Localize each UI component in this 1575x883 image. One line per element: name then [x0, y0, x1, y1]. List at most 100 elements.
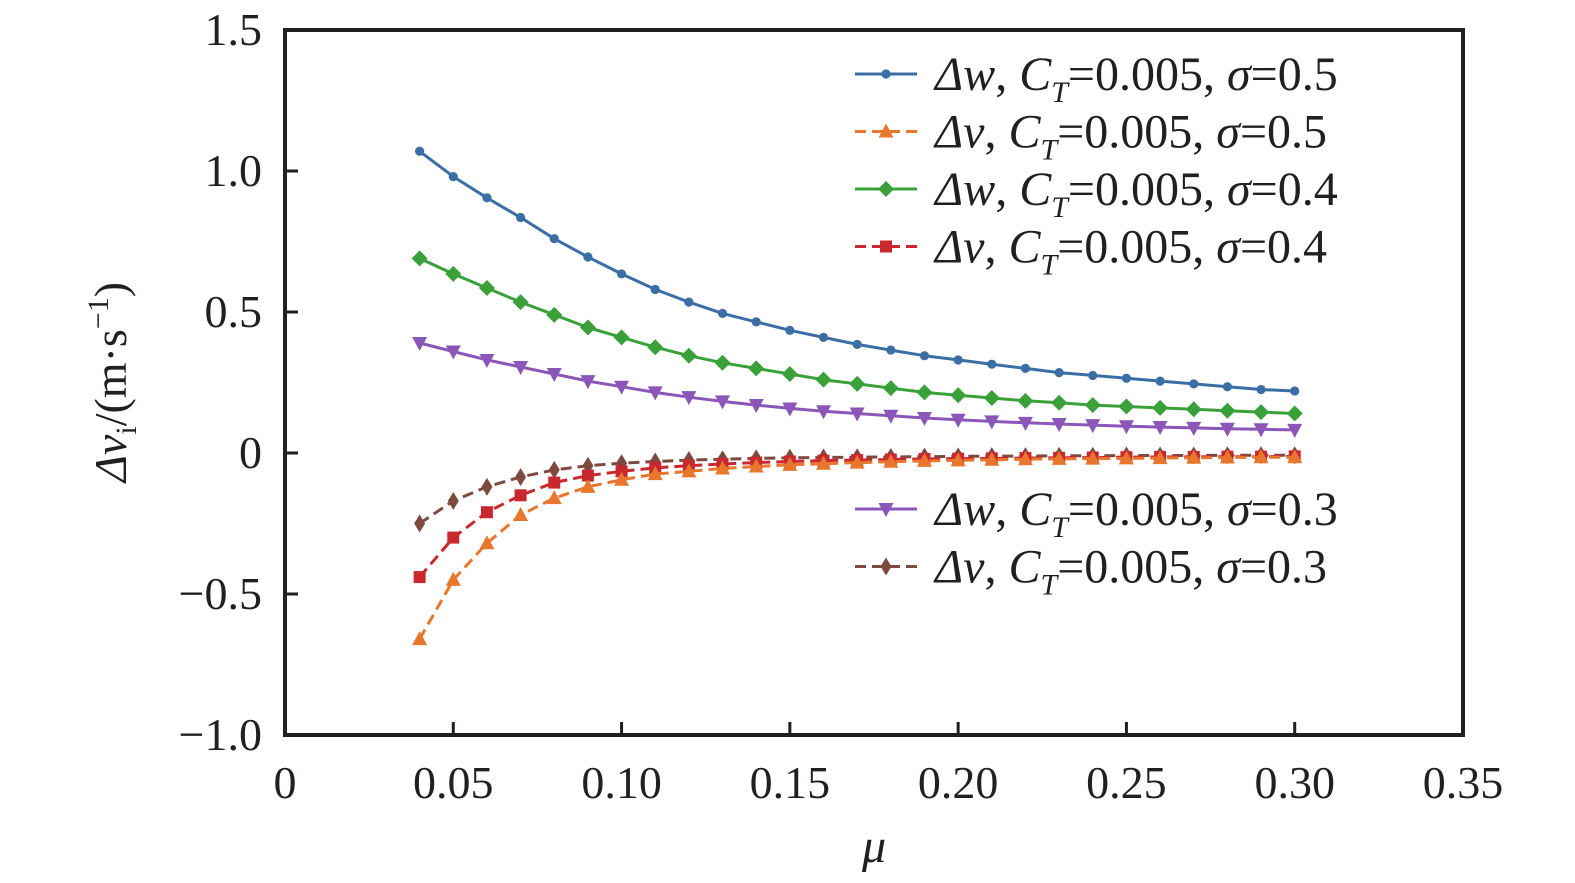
- legend-label-dw-sigma-0-3: Δw, CT=0.005, σ=0.3: [933, 483, 1338, 544]
- series-dw-sigma-0-4: [411, 250, 1303, 422]
- data-point-dv-sigma-0-4: [581, 469, 594, 482]
- data-point-dw-sigma-0-3: [1051, 417, 1067, 432]
- legend-item-dv-sigma-0-5: Δv, CT=0.005, σ=0.5: [855, 106, 1327, 167]
- data-point-dw-sigma-0-3: [580, 375, 596, 390]
- data-point-dw-sigma-0-3: [984, 415, 1000, 430]
- data-point-dw-sigma-0-3: [883, 409, 899, 424]
- data-point-dw-sigma-0-4: [512, 294, 529, 311]
- data-point-dv-sigma-0-3: [447, 491, 459, 510]
- x-tick-label: 0.30: [1254, 757, 1335, 808]
- data-point-dw-sigma-0-5: [1256, 384, 1266, 395]
- data-point-dw-sigma-0-4: [1185, 401, 1202, 418]
- data-point-dw-sigma-0-4: [781, 366, 798, 383]
- data-point-dv-sigma-0-5: [782, 456, 798, 471]
- data-point-dv-sigma-0-3: [548, 460, 560, 479]
- series-line-dv-sigma-0-5: [418, 455, 1295, 640]
- data-point-dw-sigma-0-5: [818, 332, 829, 342]
- data-point-dw-sigma-0-3: [1219, 422, 1235, 437]
- data-point-dw-sigma-0-4: [680, 347, 697, 364]
- data-point-dw-sigma-0-4: [647, 339, 664, 356]
- data-point-dw-sigma-0-5: [919, 351, 930, 361]
- data-point-dv-sigma-0-5: [916, 452, 932, 467]
- data-point-dv-sigma-0-5: [546, 490, 562, 505]
- legend-label-dv-sigma-0-3: Δv, CT=0.005, σ=0.3: [933, 541, 1327, 602]
- data-point-dw-sigma-0-3: [1118, 420, 1134, 435]
- data-point-dw-sigma-0-5: [1189, 379, 1199, 389]
- data-point-dv-sigma-0-5: [1017, 451, 1033, 466]
- data-point-dw-sigma-0-5: [1121, 373, 1132, 383]
- data-point-dw-sigma-0-5: [448, 172, 458, 182]
- x-tick-label: 0.10: [581, 757, 662, 808]
- data-point-dw-sigma-0-3: [1186, 421, 1202, 436]
- data-point-dw-sigma-0-4: [714, 354, 731, 371]
- data-point-dw-sigma-0-4: [1051, 394, 1068, 411]
- data-point-dw-sigma-0-4: [916, 384, 933, 401]
- data-point-dw-sigma-0-4: [445, 265, 462, 282]
- data-point-dv-sigma-0-5: [1219, 449, 1235, 464]
- data-point-dw-sigma-0-3: [1017, 416, 1033, 431]
- data-point-dv-sigma-0-5: [748, 458, 764, 473]
- data-point-dw-sigma-0-5: [549, 234, 559, 244]
- data-point-dv-sigma-0-5: [1051, 450, 1067, 465]
- data-point-dw-sigma-0-5: [616, 269, 627, 279]
- legend-label-dw-sigma-0-4: Δw, CT=0.005, σ=0.4: [933, 163, 1338, 224]
- data-point-dv-sigma-0-4: [548, 476, 561, 489]
- legend-item-dv-sigma-0-4: Δv, CT=0.005, σ=0.4: [855, 221, 1327, 282]
- data-point-dw-sigma-0-4: [882, 380, 899, 397]
- x-tick-label: 0.35: [1423, 757, 1504, 808]
- data-point-dw-sigma-0-3: [445, 345, 461, 360]
- data-point-dw-sigma-0-4: [1286, 405, 1303, 422]
- data-point-dv-sigma-0-5: [513, 507, 529, 522]
- legend-label-dv-sigma-0-5: Δv, CT=0.005, σ=0.5: [933, 106, 1327, 167]
- data-point-dv-sigma-0-4: [615, 465, 628, 478]
- legend-marker-dw-sigma-0-4: [878, 181, 894, 197]
- data-point-dv-sigma-0-5: [849, 454, 865, 469]
- data-point-dw-sigma-0-4: [1253, 404, 1270, 421]
- data-point-dv-sigma-0-4: [480, 506, 493, 519]
- data-point-dv-sigma-0-5: [883, 453, 899, 468]
- x-tick-label: 0.25: [1086, 757, 1167, 808]
- chart-legend: Δw, CT=0.005, σ=0.5Δv, CT=0.005, σ=0.5Δw…: [855, 48, 1338, 602]
- data-point-dw-sigma-0-4: [1219, 402, 1236, 419]
- data-point-dw-sigma-0-5: [516, 212, 526, 223]
- legend-label-dw-sigma-0-5: Δw, CT=0.005, σ=0.5: [933, 48, 1338, 109]
- series-line-dv-sigma-0-4: [418, 454, 1295, 579]
- y-axis-label: Δvi/(m·s−1): [82, 282, 143, 484]
- data-point-dw-sigma-0-5: [1054, 368, 1064, 378]
- data-point-dw-sigma-0-5: [650, 284, 660, 295]
- data-point-dv-sigma-0-5: [1253, 449, 1269, 464]
- y-tick-label: 0: [239, 427, 262, 478]
- legend-marker-dw-sigma-0-3: [878, 503, 894, 517]
- data-point-dw-sigma-0-4: [1152, 399, 1169, 416]
- series-dw-sigma-0-5: [415, 146, 1300, 396]
- data-point-dw-sigma-0-3: [849, 407, 865, 422]
- data-point-dw-sigma-0-3: [748, 399, 764, 414]
- data-point-dv-sigma-0-4: [514, 489, 527, 502]
- data-point-dw-sigma-0-3: [1253, 423, 1269, 438]
- chart-axes: 0 0.05 0.10 0.15 0.20 0.25 0.30 0.35 −1.0 −0.5 0 0.…: [82, 4, 1503, 873]
- legend-item-dw-sigma-0-5: Δw, CT=0.005, σ=0.5: [855, 48, 1338, 109]
- y-tick-label: 1.5: [205, 4, 263, 55]
- data-point-dv-sigma-0-5: [412, 631, 428, 646]
- data-point-dv-sigma-0-5: [816, 455, 832, 470]
- data-point-dw-sigma-0-4: [1118, 398, 1135, 415]
- data-point-dw-sigma-0-3: [1152, 421, 1168, 436]
- data-point-dv-sigma-0-5: [614, 471, 630, 486]
- data-point-dw-sigma-0-4: [1084, 397, 1101, 414]
- chart-marks: [411, 146, 1303, 646]
- data-point-dw-sigma-0-3: [816, 405, 832, 420]
- legend-marker-dv-sigma-0-4: [880, 240, 892, 253]
- data-point-dw-sigma-0-4: [849, 375, 866, 392]
- data-point-dv-sigma-0-5: [1152, 450, 1168, 465]
- data-point-dv-sigma-0-3: [481, 477, 493, 496]
- data-point-dw-sigma-0-4: [613, 329, 630, 346]
- data-point-dw-sigma-0-4: [579, 319, 596, 336]
- data-point-dw-sigma-0-5: [482, 193, 492, 203]
- legend-group-center-right: Δw, CT=0.005, σ=0.3Δv, CT=0.005, σ=0.3: [855, 483, 1338, 602]
- data-point-dw-sigma-0-5: [1222, 382, 1232, 392]
- y-tick-label: −1.0: [179, 709, 262, 760]
- data-point-dw-sigma-0-5: [1020, 363, 1031, 373]
- legend-label-dv-sigma-0-4: Δv, CT=0.005, σ=0.4: [933, 221, 1327, 282]
- y-tick-label: 0.5: [205, 286, 263, 337]
